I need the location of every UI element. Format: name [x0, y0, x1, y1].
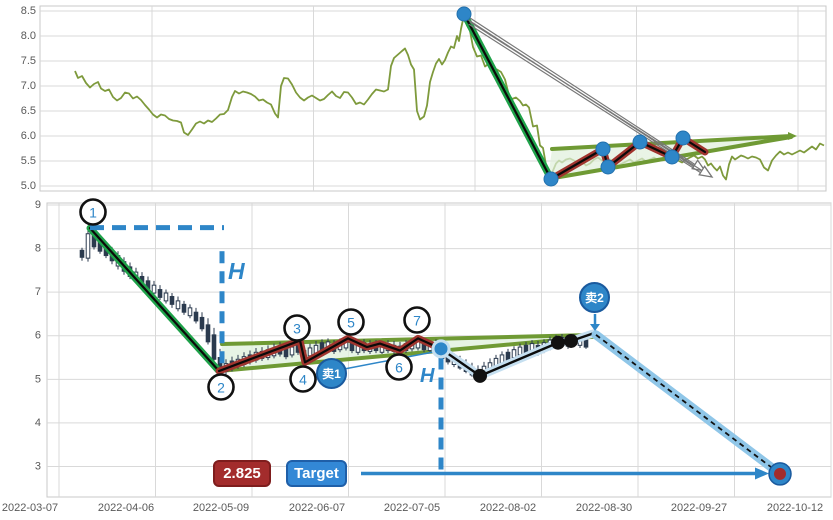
- bottom-y-tick-label: 4: [35, 417, 41, 429]
- candle-body[interactable]: [79, 249, 85, 258]
- x-axis-date-label: 2022-07-05: [384, 502, 440, 514]
- pivot-label-text-6: 6: [395, 360, 403, 376]
- top-y-tick-label: 8.5: [21, 5, 36, 17]
- top-price-line: [74, 14, 825, 181]
- sell-1-badge[interactable]: 卖1: [316, 358, 347, 389]
- swing-dot: [564, 333, 578, 348]
- top-y-tick-label: 7.0: [21, 80, 36, 92]
- top-trendline-arrowhead: [788, 132, 797, 140]
- top-projection-arrow-1: [466, 15, 696, 165]
- x-axis-date-label: 2022-09-27: [671, 502, 727, 514]
- bottom-y-tick-label: 6: [35, 330, 41, 342]
- candle-body[interactable]: [289, 346, 295, 356]
- bottom-y-tick-label: 9: [35, 199, 41, 211]
- candle-body[interactable]: [151, 284, 157, 294]
- top-projection-arrow-2: [469, 21, 703, 172]
- swing-dot: [473, 368, 487, 383]
- top-pivot-marker[interactable]: [675, 130, 691, 146]
- top-projection-arrow-1-head: [691, 159, 707, 172]
- top-pivot-marker[interactable]: [543, 171, 559, 187]
- candle-body[interactable]: [307, 347, 313, 357]
- bottom-y-tick-label: 5: [35, 373, 41, 385]
- pivot-label-circle-1[interactable]: [79, 198, 107, 226]
- bottom-y-tick-label: 7: [35, 286, 41, 298]
- top-pivot-marker[interactable]: [664, 149, 680, 165]
- sell2-arrow-head: [590, 323, 600, 331]
- target-badge[interactable]: Target: [286, 460, 347, 487]
- height-label-upper: H: [228, 258, 245, 284]
- top-pivot-marker[interactable]: [595, 141, 611, 157]
- pivot-label-text-7: 7: [413, 313, 421, 329]
- bottom-zigzag-line-core: [217, 337, 443, 373]
- pivot-label-text-5: 5: [347, 315, 355, 331]
- pivot-label-circle-4[interactable]: [289, 365, 317, 393]
- top-y-tick-label: 5.0: [21, 180, 36, 192]
- candle-body[interactable]: [193, 311, 199, 322]
- candle-body[interactable]: [157, 289, 163, 298]
- x-axis-date-label: 2022-03-07: [2, 502, 58, 514]
- candle-body[interactable]: [199, 316, 205, 330]
- target-projection-dash: [595, 334, 781, 475]
- pivot-label-text-2: 2: [217, 380, 225, 396]
- top-panel-border: [39, 5, 827, 192]
- top-y-tick-label: 5.5: [21, 155, 36, 167]
- candle-body[interactable]: [505, 351, 511, 361]
- candle-body[interactable]: [511, 349, 517, 359]
- candle-body[interactable]: [181, 303, 187, 313]
- top-y-tick-label: 6.5: [21, 105, 36, 117]
- candle-body[interactable]: [517, 346, 523, 356]
- pivot-label-circle-7[interactable]: [403, 306, 431, 334]
- candle-body[interactable]: [175, 300, 181, 310]
- x-axis-date-label: 2022-08-02: [480, 502, 536, 514]
- target-endpoint-inner: [774, 467, 786, 480]
- height-label-lower: H: [420, 365, 435, 387]
- top-y-tick-label: 7.5: [21, 55, 36, 67]
- candle-body[interactable]: [163, 292, 169, 302]
- pivot-label-circle-5[interactable]: [337, 308, 365, 336]
- top-pivot-marker[interactable]: [456, 6, 472, 22]
- top-pivot-marker[interactable]: [600, 159, 616, 175]
- pivot-label-circle-6[interactable]: [385, 353, 413, 381]
- breakout-dot[interactable]: [431, 339, 451, 359]
- target-arrow-head: [755, 467, 769, 480]
- swing-dot: [551, 335, 565, 350]
- top-y-tick-label: 6.0: [21, 130, 36, 142]
- pivot-label-text-4: 4: [299, 372, 307, 388]
- candle-body[interactable]: [85, 233, 91, 259]
- x-axis-date-label: 2022-05-09: [193, 502, 249, 514]
- sell-2-badge[interactable]: 卖2: [579, 282, 610, 313]
- pivot-label-text-1: 1: [89, 205, 97, 221]
- pivot-label-circle-2[interactable]: [207, 373, 235, 401]
- candle-body[interactable]: [169, 296, 175, 305]
- top-projection-arrow-2-head: [698, 165, 714, 178]
- top-projection-arrow-2-edge: [468, 23, 701, 174]
- candle-body[interactable]: [187, 307, 193, 317]
- x-axis-date-label: 2022-04-06: [98, 502, 154, 514]
- candle-body[interactable]: [205, 324, 211, 343]
- x-axis-date-label: 2022-06-07: [289, 502, 345, 514]
- top-pivot-marker[interactable]: [632, 134, 648, 150]
- top-trendline-upper: [550, 134, 793, 151]
- bottom-impulse-line-core: [88, 226, 221, 373]
- bottom-y-tick-label: 8: [35, 243, 41, 255]
- top-y-tick-label: 8.0: [21, 30, 36, 42]
- x-axis-date-label: 2022-08-30: [576, 502, 632, 514]
- bottom-trendline-upper: [220, 332, 597, 347]
- measure-value-badge[interactable]: 2.825: [213, 460, 271, 487]
- bottom-y-tick-label: 3: [35, 460, 41, 472]
- x-axis-date-label: 2022-10-12: [767, 502, 823, 514]
- candle-body[interactable]: [583, 339, 589, 348]
- pivot-label-text-3: 3: [293, 321, 301, 337]
- top-impulse-line-core: [462, 12, 553, 181]
- pivot-label-circle-3[interactable]: [283, 314, 311, 342]
- candle-body[interactable]: [211, 334, 217, 360]
